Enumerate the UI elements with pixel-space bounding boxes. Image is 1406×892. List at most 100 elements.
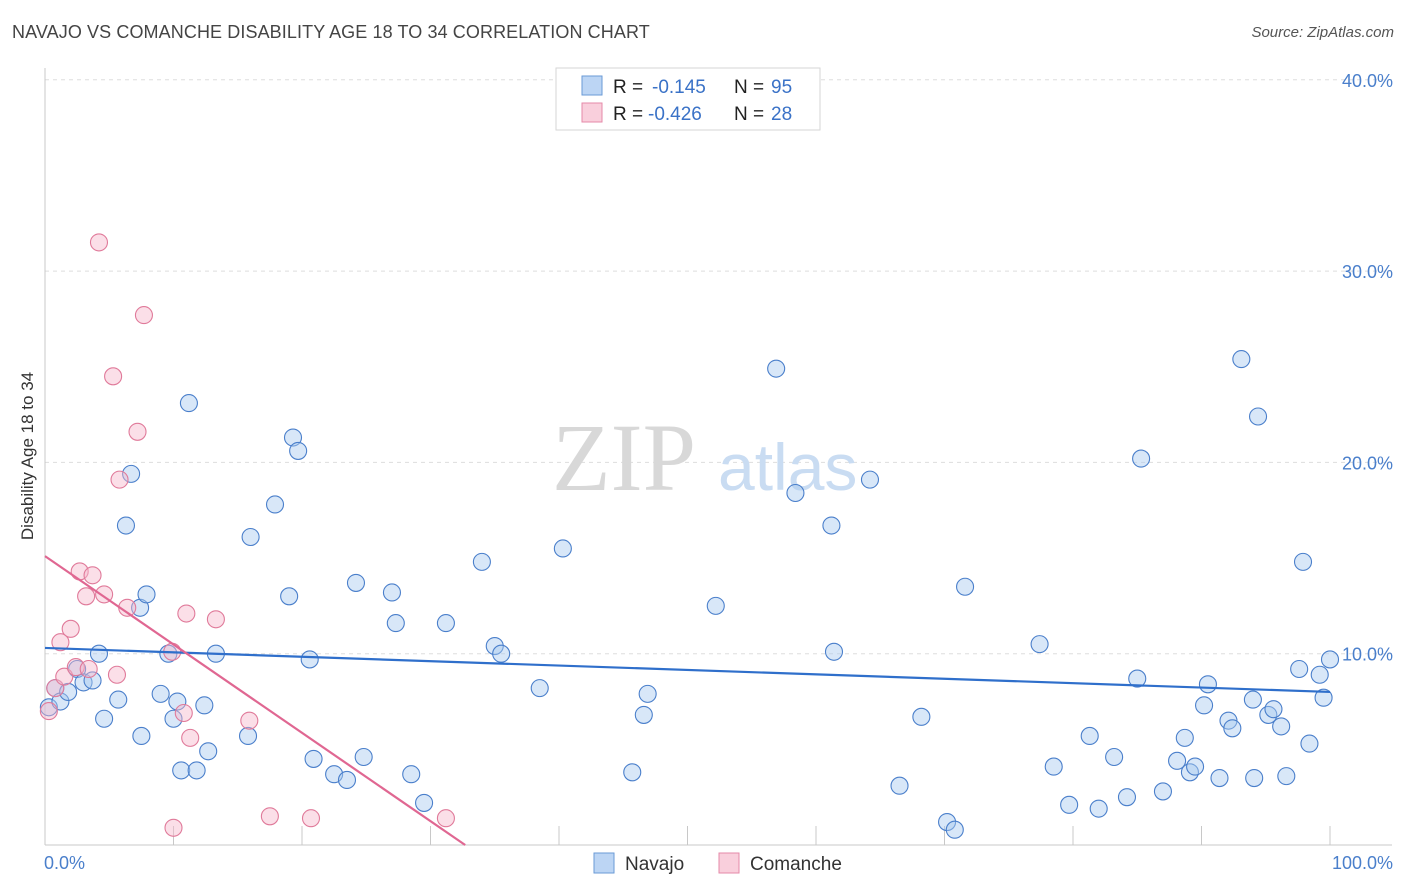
y-axis-label: Disability Age 18 to 34 bbox=[18, 372, 37, 540]
navajo-point bbox=[1089, 799, 1108, 818]
navajo-point bbox=[122, 464, 141, 483]
source-credit: Source: ZipAtlas.com bbox=[1251, 24, 1394, 41]
navajo-point bbox=[415, 793, 434, 812]
navajo-point bbox=[137, 585, 156, 604]
x-tick-label-max: 100.0% bbox=[1332, 853, 1393, 873]
navajo-point bbox=[304, 749, 323, 768]
navajo-point bbox=[553, 539, 572, 558]
navajo-point bbox=[39, 698, 58, 717]
navajo-point bbox=[187, 761, 206, 780]
bottom-legend-swatch-navajo bbox=[593, 852, 615, 874]
legend-n-label-comanche: N = bbox=[734, 104, 764, 125]
comanche-point bbox=[260, 807, 279, 826]
navajo-point bbox=[386, 614, 405, 633]
navajo-point bbox=[1232, 350, 1251, 369]
comanche-point bbox=[436, 809, 455, 828]
legend-swatch-comanche bbox=[581, 102, 603, 123]
navajo-point bbox=[1248, 407, 1268, 426]
comanche-point bbox=[61, 619, 80, 638]
comanche-point bbox=[51, 633, 70, 652]
comanche-point bbox=[134, 306, 153, 325]
navajo-point bbox=[436, 614, 455, 633]
navajo-point bbox=[172, 761, 191, 780]
comanche-point bbox=[39, 702, 58, 721]
grid-lines bbox=[45, 79, 1392, 655]
comanche-point bbox=[77, 587, 96, 606]
navajo-point bbox=[1264, 700, 1283, 719]
navajo-point bbox=[860, 470, 880, 489]
navajo-point bbox=[1277, 767, 1296, 786]
watermark: ZIP atlas bbox=[552, 404, 857, 511]
navajo-point bbox=[786, 483, 805, 503]
navajo-point bbox=[74, 673, 93, 692]
navajo-point bbox=[1175, 728, 1194, 747]
navajo-point bbox=[289, 441, 308, 460]
navajo-point bbox=[1168, 751, 1187, 770]
series-navajo-points bbox=[39, 350, 1340, 839]
comanche-point bbox=[89, 233, 109, 252]
navajo-point bbox=[623, 763, 642, 782]
comanche-point bbox=[83, 566, 102, 585]
navajo-point bbox=[346, 573, 366, 592]
navajo-point bbox=[945, 820, 964, 839]
navajo-point bbox=[485, 636, 504, 656]
legend-n-value-navajo: 95 bbox=[771, 77, 792, 98]
navajo-point bbox=[95, 709, 114, 728]
axes bbox=[44, 68, 1392, 846]
navajo-point bbox=[492, 644, 511, 663]
navajo-point bbox=[1030, 635, 1049, 654]
navajo-point bbox=[354, 747, 373, 767]
navajo-point bbox=[767, 359, 786, 378]
legend-n-value-comanche: 28 bbox=[771, 104, 792, 125]
navajo-point bbox=[638, 684, 657, 703]
navajo-point bbox=[1259, 705, 1278, 724]
top-legend: R = -0.145 N = 95 R = -0.426 N = 28 bbox=[555, 67, 821, 131]
comanche-point bbox=[110, 470, 129, 489]
comanche-point bbox=[301, 809, 321, 828]
navajo-point bbox=[1290, 659, 1309, 679]
navajo-point bbox=[1060, 795, 1079, 814]
comanche-point bbox=[206, 610, 225, 629]
navajo-point bbox=[634, 705, 653, 724]
legend-r-label-navajo: R = bbox=[613, 77, 643, 98]
navajo-point bbox=[199, 742, 218, 761]
navajo-point bbox=[116, 516, 136, 535]
bottom-legend-label-navajo: Navajo bbox=[625, 854, 684, 875]
navajo-point bbox=[1198, 675, 1217, 694]
navajo-point bbox=[337, 770, 357, 790]
navajo-point bbox=[1320, 650, 1340, 669]
navajo-point bbox=[1272, 717, 1291, 736]
tick-labels: 10.0% 20.0% 30.0% 40.0% 0.0% 100.0% bbox=[44, 71, 1393, 873]
navajo-point bbox=[265, 495, 285, 514]
navajo-point bbox=[241, 527, 260, 547]
navajo-point bbox=[938, 812, 957, 832]
navajo-point bbox=[132, 726, 151, 746]
navajo-point bbox=[1080, 726, 1099, 746]
navajo-point bbox=[83, 671, 102, 690]
trend-lines bbox=[44, 555, 1331, 846]
navajo-point bbox=[179, 394, 198, 413]
watermark-atlas: atlas bbox=[718, 430, 857, 504]
navajo-point bbox=[1300, 734, 1319, 753]
legend-swatch-navajo bbox=[581, 75, 603, 96]
comanche-point bbox=[177, 604, 196, 623]
navajo-point bbox=[1223, 719, 1242, 738]
navajo-trend-line bbox=[44, 646, 1331, 694]
legend-r-value-navajo: -0.145 bbox=[652, 77, 706, 98]
navajo-point bbox=[1105, 747, 1124, 767]
navajo-point bbox=[283, 428, 303, 447]
navajo-point bbox=[1180, 763, 1199, 782]
chart-title: NAVAJO VS COMANCHE DISABILITY AGE 18 TO … bbox=[12, 22, 650, 42]
y-tick-label: 30.0% bbox=[1342, 262, 1393, 282]
navajo-point bbox=[530, 679, 549, 698]
navajo-point bbox=[912, 707, 931, 726]
navajo-point bbox=[1117, 788, 1137, 807]
navajo-point bbox=[168, 692, 187, 711]
comanche-point bbox=[181, 728, 200, 747]
navajo-point bbox=[956, 577, 975, 596]
navajo-point bbox=[1195, 696, 1214, 715]
series-comanche-points bbox=[39, 233, 455, 837]
navajo-point bbox=[300, 650, 319, 669]
legend-r-value-comanche: -0.426 bbox=[648, 104, 702, 125]
